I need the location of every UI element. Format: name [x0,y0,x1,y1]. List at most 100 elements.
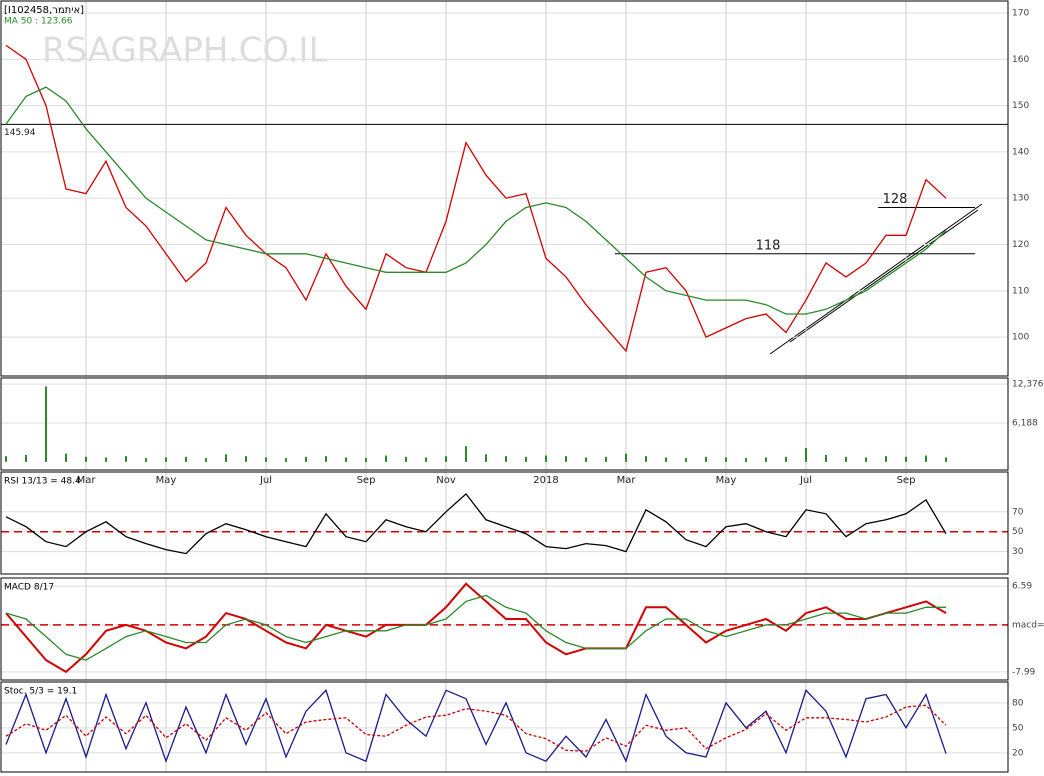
series-line [5,704,947,752]
volume-bar [245,456,247,462]
legend-label: Stoc. 5/3 = 19.1 [4,687,77,697]
volume-bar [645,456,647,462]
volume-bar [25,454,27,462]
legend-label: MA 50 : 123.66 [4,17,73,27]
volume-bar [925,455,927,462]
panel-frame [0,0,1009,377]
series-line [5,86,947,315]
volume-bar [345,457,347,462]
volume-bar [365,458,367,462]
volume-bar [385,455,387,462]
volume-bar [65,453,67,462]
volume-bar [405,456,407,462]
data-layer [1,44,1008,764]
volume-bar [845,456,847,462]
x-tick-label: Jul [259,475,272,486]
y-tick-label: 150 [1012,101,1029,111]
y-tick-label: 110 [1012,286,1029,296]
volume-bar [145,458,147,462]
series-line [5,689,947,764]
volume-bar [625,453,627,462]
x-tick-label: Nov [436,475,456,486]
grid-layer: RSAGRAPH.CO.IL [1,1,1008,772]
y-tick-label: 160 [1012,55,1029,65]
panel-frame [0,377,1009,471]
y-tick-label: 30 [1012,547,1024,557]
y-tick-label: 12,376 [1012,380,1044,390]
volume-bar [265,457,267,462]
volume-bar [905,456,907,462]
volume-bar [5,456,7,462]
y-tick-label: 120 [1012,240,1029,250]
volume-bar [225,454,227,462]
volume-bar [465,446,467,462]
y-tick-label: 80 [1012,698,1024,708]
volume-bar [125,456,127,462]
volume-bar [665,457,667,462]
volume-bar [945,457,947,462]
volume-bar [445,456,447,462]
volume-bar [505,456,507,462]
volume-bar [45,386,47,462]
volume-bar [485,454,487,462]
volume-bar [585,457,587,462]
series-line [5,44,947,353]
chart-title: [I102458,איתמר] [4,5,84,16]
x-tick-label: 2018 [533,475,558,486]
x-tick-label: Mar [617,475,637,486]
volume-bar [805,448,807,462]
volume-bar [305,456,307,462]
volume-bar [725,457,727,462]
watermark: RSAGRAPH.CO.IL [42,31,328,71]
panel-frame [0,577,1009,681]
y-tick-label: 100 [1012,333,1029,343]
trend-line [769,203,983,355]
level-label: 128 [883,192,908,207]
volume-bar [765,457,767,462]
volume-bar [885,456,887,462]
level-label: 145.94 [4,128,36,138]
volume-bar [865,457,867,462]
y-tick-label: 130 [1012,194,1029,204]
x-tick-label: Jul [799,475,812,486]
y-tick-label: -7.99 [1012,667,1036,677]
volume-bar [105,457,107,462]
y-tick-label: 6,188 [1012,418,1038,428]
legend-label: MACD 8/17 [4,583,54,593]
volume-bar [165,457,167,462]
volume-bar [185,456,187,462]
y-tick-label: 170 [1012,9,1029,19]
volume-bar [525,456,527,462]
volume-bar [685,458,687,462]
y-tick-label: 20 [1012,748,1024,758]
trend-line [789,209,979,343]
x-tick-label: Sep [357,475,376,486]
volume-bar [705,456,707,462]
panel-frame [0,681,1009,773]
volume-bar [785,456,787,462]
volume-bar [205,458,207,462]
series-line [5,594,946,661]
level-label: 118 [756,238,781,253]
volume-bar [745,458,747,462]
x-tick-label: Sep [897,475,916,486]
volume-bar [825,454,827,462]
volume-bar [325,456,327,462]
x-tick-label: Mar [77,475,97,486]
x-tick-label: May [156,475,177,486]
y-tick-label: macd=0 [1012,620,1044,630]
y-tick-label: 70 [1012,507,1024,517]
volume-bar [605,456,607,462]
y-tick-label: 140 [1012,147,1029,157]
volume-bar [545,455,547,462]
volume-bar [425,457,427,462]
legend-label: RSI 13/13 = 48.4 [4,477,81,487]
series-line [5,582,947,674]
y-tick-label: 50 [1012,527,1024,537]
x-tick-label: May [716,475,737,486]
volume-bar [85,456,87,462]
volume-bar [285,458,287,462]
